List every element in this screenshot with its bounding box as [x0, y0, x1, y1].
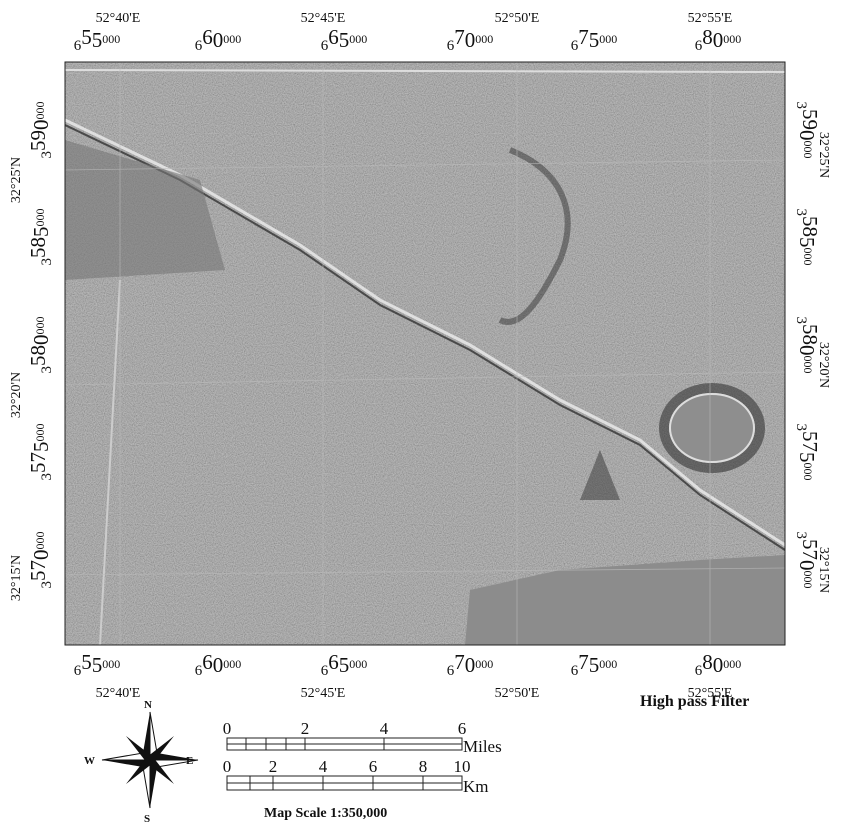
miles-tick-label: 6	[458, 719, 467, 738]
northing-label: 3580000	[26, 317, 55, 374]
compass: N S E W	[84, 699, 198, 825]
latitude-label: 32°20'N	[816, 342, 831, 388]
compass-w: W	[84, 755, 95, 767]
longitude-label: 52°45'E	[301, 11, 346, 26]
miles-tick-label: 4	[380, 719, 389, 738]
easting-label: 665000	[321, 650, 368, 679]
longitude-label: 52°40'E	[96, 11, 141, 26]
longitude-label: 52°50'E	[495, 11, 540, 26]
image	[65, 62, 785, 645]
easting-label: 670000	[447, 650, 494, 679]
compass-e: E	[186, 755, 193, 767]
km-tick-label: 4	[319, 757, 328, 776]
compass-s: S	[144, 813, 150, 825]
latitude-label: 32°25'N	[9, 157, 24, 203]
miles-tick-label: 0	[223, 719, 232, 738]
northing-label: 3570000	[26, 532, 55, 589]
easting-label: 680000	[695, 650, 742, 679]
km-tick-label: 6	[369, 757, 378, 776]
easting-label: 665000	[321, 25, 368, 54]
easting-label: 675000	[571, 25, 618, 54]
northing-label: 3585000	[793, 209, 822, 266]
easting-label: 655000	[74, 650, 121, 679]
easting-label: 680000	[695, 25, 742, 54]
longitude-label: 52°45'E	[301, 686, 346, 701]
miles-tick-label: 2	[301, 719, 310, 738]
km-tick-label: 10	[454, 757, 471, 776]
miles-unit: Miles	[463, 737, 502, 756]
longitude-label: 52°40'E	[96, 686, 141, 701]
easting-label: 675000	[571, 650, 618, 679]
northing-label: 3585000	[26, 209, 55, 266]
longitude-label: 52°50'E	[495, 686, 540, 701]
km-tick-label: 0	[223, 757, 232, 776]
latitude-label: 32°15'N	[816, 547, 831, 593]
northing-label: 3575000	[26, 424, 55, 481]
easting-label: 660000	[195, 25, 242, 54]
map-figure: N S E W Map Scale 1:350,000 High pass Fi…	[0, 0, 842, 825]
easting-label: 670000	[447, 25, 494, 54]
compass-n: N	[144, 699, 152, 711]
km-unit: Km	[463, 777, 489, 796]
longitude-label: 52°55'E	[688, 686, 733, 701]
northing-label: 3575000	[793, 424, 822, 481]
longitude-label: 52°55'E	[688, 11, 733, 26]
easting-label: 655000	[74, 25, 121, 54]
latitude-label: 32°20'N	[9, 372, 24, 418]
northing-label: 3590000	[26, 102, 55, 159]
latitude-label: 32°15'N	[9, 555, 24, 601]
easting-label: 660000	[195, 650, 242, 679]
km-tick-label: 8	[419, 757, 428, 776]
km-tick-label: 2	[269, 757, 278, 776]
map-scale: Map Scale 1:350,000	[264, 806, 387, 821]
latitude-label: 32°25'N	[816, 132, 831, 178]
